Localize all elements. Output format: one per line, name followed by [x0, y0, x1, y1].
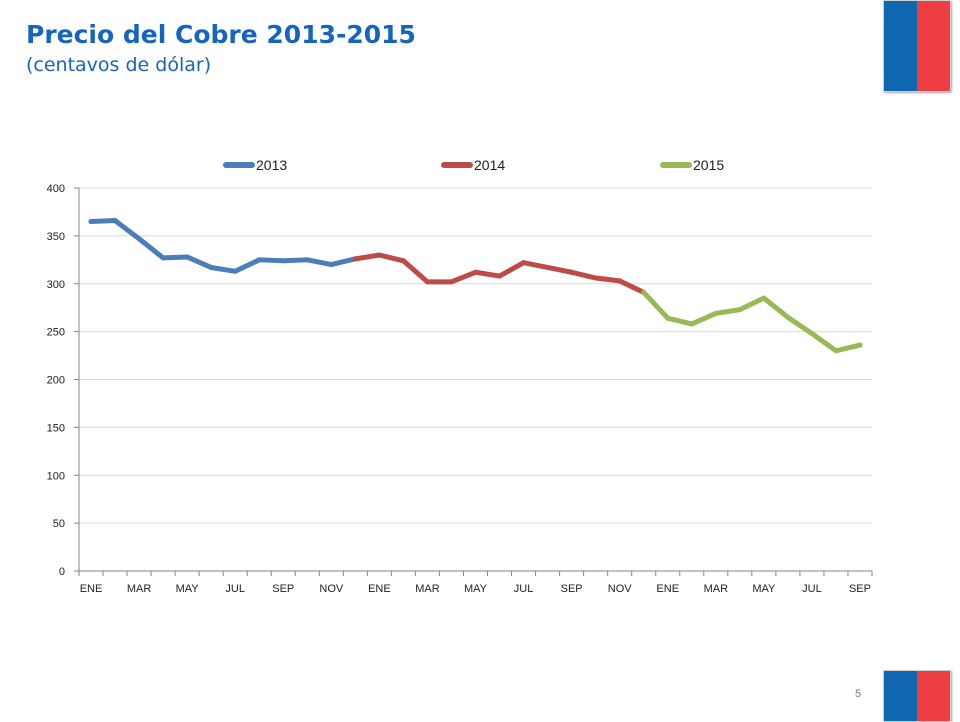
data-point-2013 — [136, 236, 142, 242]
slide-subtitle: (centavos de dólar) — [26, 54, 212, 76]
data-point-2014 — [424, 279, 430, 285]
data-point-2015 — [857, 342, 863, 348]
x-tick-label: SEP — [561, 583, 583, 595]
legend-label-2014: 2014 — [474, 157, 505, 173]
y-tick-label: 400 — [47, 183, 65, 195]
data-point-2015 — [689, 321, 695, 327]
x-tick-label: ENE — [656, 583, 679, 595]
data-point-2015 — [761, 295, 767, 301]
data-point-2014 — [569, 269, 575, 275]
data-point-2013 — [280, 258, 286, 264]
data-point-2014 — [545, 264, 551, 270]
data-point-2015 — [809, 331, 815, 337]
chile-flag-logo-top — [883, 0, 951, 92]
data-point-2014 — [617, 278, 623, 284]
series-line-2013 — [88, 218, 358, 274]
data-point-2014 — [376, 252, 382, 258]
x-tick-label: SEP — [849, 583, 871, 595]
x-tick-label: ENE — [80, 583, 103, 595]
x-tick-label: MAR — [704, 583, 729, 595]
x-tick-label: NOV — [319, 583, 344, 595]
data-point-2013 — [160, 255, 166, 261]
y-tick-label: 100 — [47, 470, 65, 482]
y-tick-label: 150 — [47, 422, 65, 434]
x-tick-label: JUL — [802, 583, 822, 595]
data-point-2013 — [232, 268, 238, 274]
legend-label-2015: 2015 — [693, 157, 724, 173]
page-number: 5 — [855, 688, 862, 700]
flag-red-stripe — [917, 671, 950, 721]
x-tick-label: MAY — [464, 583, 488, 595]
slide-title: Precio del Cobre 2013-2015 — [26, 20, 416, 49]
x-tick-label: NOV — [608, 583, 633, 595]
flag-red-stripe — [917, 1, 950, 91]
data-point-2013 — [112, 218, 118, 224]
data-point-2014 — [448, 279, 454, 285]
x-tick-label: JUL — [514, 583, 534, 595]
y-tick-label: 200 — [47, 375, 65, 387]
flag-blue-stripe — [884, 1, 917, 91]
flag-blue-stripe — [884, 671, 917, 721]
data-point-2015 — [833, 348, 839, 354]
y-tick-label: 50 — [53, 518, 65, 530]
data-point-2013 — [328, 262, 334, 268]
x-tick-label: MAR — [127, 583, 152, 595]
legend-label-2013: 2013 — [256, 157, 287, 173]
data-point-2013 — [208, 264, 214, 270]
y-tick-label: 350 — [47, 231, 65, 243]
data-point-2013 — [304, 257, 310, 263]
chile-flag-logo-bottom — [883, 670, 951, 722]
x-tick-label: JUL — [225, 583, 245, 595]
data-point-2014 — [521, 260, 527, 266]
data-point-2013 — [256, 257, 262, 263]
data-point-2013 — [88, 219, 94, 225]
data-point-2013 — [184, 254, 190, 260]
data-point-2014 — [497, 273, 503, 279]
y-tick-label: 0 — [59, 566, 65, 578]
data-point-2015 — [785, 314, 791, 320]
x-tick-label: MAY — [752, 583, 776, 595]
series-line-2015 — [641, 289, 863, 354]
data-point-2015 — [737, 307, 743, 313]
data-point-2014 — [400, 258, 406, 264]
data-point-2015 — [713, 310, 719, 316]
data-point-2014 — [593, 275, 599, 281]
x-tick-label: MAY — [176, 583, 200, 595]
x-tick-label: MAR — [415, 583, 440, 595]
y-tick-label: 300 — [47, 279, 65, 291]
x-tick-label: SEP — [272, 583, 294, 595]
data-point-2014 — [473, 269, 478, 275]
x-tick-label: ENE — [368, 583, 391, 595]
y-tick-label: 250 — [47, 327, 65, 339]
data-point-2015 — [665, 315, 671, 321]
